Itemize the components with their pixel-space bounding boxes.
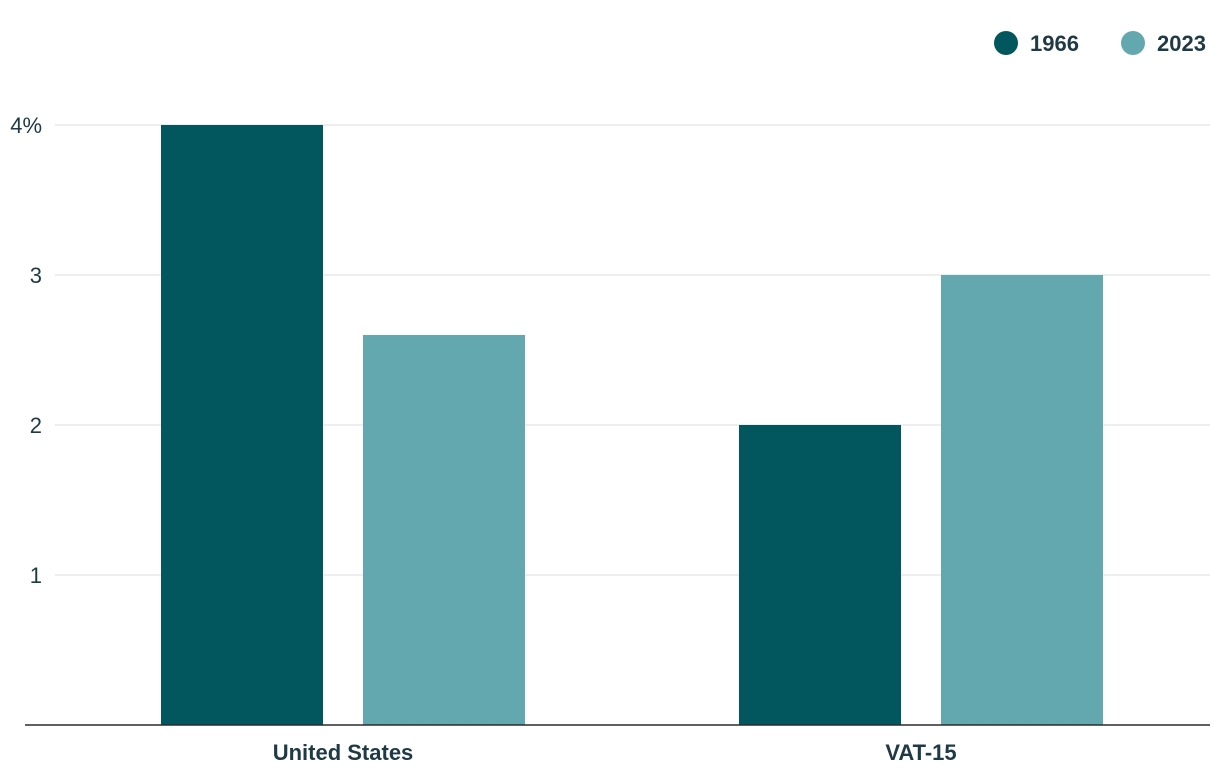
legend: 1966 2023	[994, 31, 1206, 56]
bar-vat-15-2023	[941, 275, 1103, 725]
y-tick-label-3: 3	[30, 263, 42, 288]
legend-swatch-1966	[994, 31, 1018, 55]
legend-swatch-2023	[1121, 31, 1145, 55]
legend-label-1966: 1966	[1030, 31, 1079, 56]
y-tick-label-4: 4%	[10, 113, 42, 138]
x-category-label-0: United States	[273, 740, 414, 765]
y-tick-label-1: 1	[30, 563, 42, 588]
bar-united-states-2023	[363, 335, 525, 725]
y-axis-tick-labels: 1 2 3 4%	[10, 113, 42, 588]
x-axis-category-labels: United States VAT-15	[273, 740, 957, 765]
bars	[161, 125, 1103, 725]
bar-united-states-1966	[161, 125, 323, 725]
x-category-label-1: VAT-15	[885, 740, 956, 765]
y-tick-label-2: 2	[30, 413, 42, 438]
legend-label-2023: 2023	[1157, 31, 1206, 56]
bar-vat-15-1966	[739, 425, 901, 725]
